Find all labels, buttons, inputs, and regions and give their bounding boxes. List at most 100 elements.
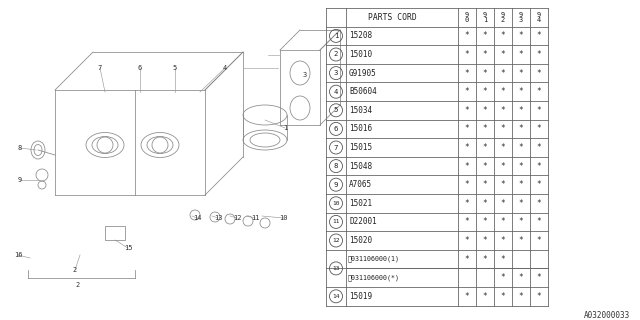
Text: *: * [500,292,506,301]
Text: *: * [465,68,469,78]
Text: 15034: 15034 [349,106,372,115]
Text: 9
1: 9 1 [483,12,487,23]
Text: *: * [483,68,487,78]
Text: *: * [518,106,524,115]
Text: *: * [537,68,541,78]
Text: *: * [537,106,541,115]
Text: 2: 2 [334,52,338,58]
Text: *: * [537,31,541,40]
Text: Ⓦ031106000(*): Ⓦ031106000(*) [348,274,400,281]
Text: 7: 7 [98,65,102,71]
Text: *: * [518,31,524,40]
Text: *: * [500,273,506,282]
Text: 15208: 15208 [349,31,372,40]
Text: *: * [518,236,524,245]
Text: *: * [483,217,487,227]
Text: *: * [500,199,506,208]
Text: *: * [500,50,506,59]
Text: 6: 6 [334,126,338,132]
Text: *: * [465,199,469,208]
Text: *: * [518,199,524,208]
Text: 2: 2 [76,282,80,288]
Text: 14: 14 [332,294,340,299]
Text: *: * [483,50,487,59]
Text: *: * [537,217,541,227]
Text: 9: 9 [18,177,22,183]
Text: 11: 11 [251,215,259,221]
Text: *: * [483,106,487,115]
Text: 15020: 15020 [349,236,372,245]
Text: 15016: 15016 [349,124,372,133]
Text: 5: 5 [173,65,177,71]
Text: 5: 5 [334,107,338,113]
Text: *: * [518,273,524,282]
Text: *: * [465,217,469,227]
Text: 1: 1 [283,125,287,131]
Text: *: * [537,236,541,245]
Text: *: * [500,255,506,264]
Text: 15021: 15021 [349,199,372,208]
Text: 11: 11 [332,220,340,224]
Text: *: * [500,236,506,245]
Text: *: * [518,162,524,171]
Text: *: * [500,124,506,133]
Text: 8: 8 [334,163,338,169]
Text: 15: 15 [124,245,132,251]
Text: *: * [465,31,469,40]
Text: Ⓦ031106000(1): Ⓦ031106000(1) [348,256,400,262]
Text: *: * [483,255,487,264]
Text: *: * [537,87,541,96]
Text: *: * [518,180,524,189]
Text: *: * [537,124,541,133]
Text: *: * [500,87,506,96]
Text: *: * [500,162,506,171]
Text: *: * [465,106,469,115]
Text: *: * [537,199,541,208]
Text: 10: 10 [332,201,340,206]
Text: B50604: B50604 [349,87,377,96]
Text: PARTS CORD: PARTS CORD [367,13,417,22]
Text: 3: 3 [334,70,338,76]
Text: *: * [518,217,524,227]
Text: *: * [483,87,487,96]
Text: *: * [518,87,524,96]
Text: *: * [465,255,469,264]
Text: *: * [483,236,487,245]
Text: 9: 9 [334,182,338,188]
Text: *: * [483,199,487,208]
Text: 10: 10 [279,215,287,221]
Text: *: * [483,180,487,189]
Text: 12: 12 [233,215,241,221]
Text: *: * [518,292,524,301]
Text: *: * [465,180,469,189]
Text: 16: 16 [13,252,22,258]
Text: 1: 1 [334,33,338,39]
Text: *: * [500,217,506,227]
Text: *: * [465,124,469,133]
Text: G91905: G91905 [349,68,377,78]
Text: 15010: 15010 [349,50,372,59]
Text: *: * [537,162,541,171]
Text: D22001: D22001 [349,217,377,227]
Text: 9
4: 9 4 [537,12,541,23]
Text: A7065: A7065 [349,180,372,189]
Text: 7: 7 [334,145,338,150]
Text: *: * [465,162,469,171]
Text: *: * [483,292,487,301]
Text: 13: 13 [332,266,340,271]
Text: *: * [483,31,487,40]
Text: *: * [465,236,469,245]
Text: *: * [537,273,541,282]
Text: *: * [483,162,487,171]
Text: 14: 14 [193,215,201,221]
Text: *: * [483,124,487,133]
Text: 4: 4 [334,89,338,95]
Text: 12: 12 [332,238,340,243]
Text: *: * [518,143,524,152]
Text: 6: 6 [138,65,142,71]
Text: *: * [500,68,506,78]
Text: *: * [500,31,506,40]
Text: 13: 13 [214,215,222,221]
Text: *: * [465,292,469,301]
Text: A032000033: A032000033 [584,310,630,319]
